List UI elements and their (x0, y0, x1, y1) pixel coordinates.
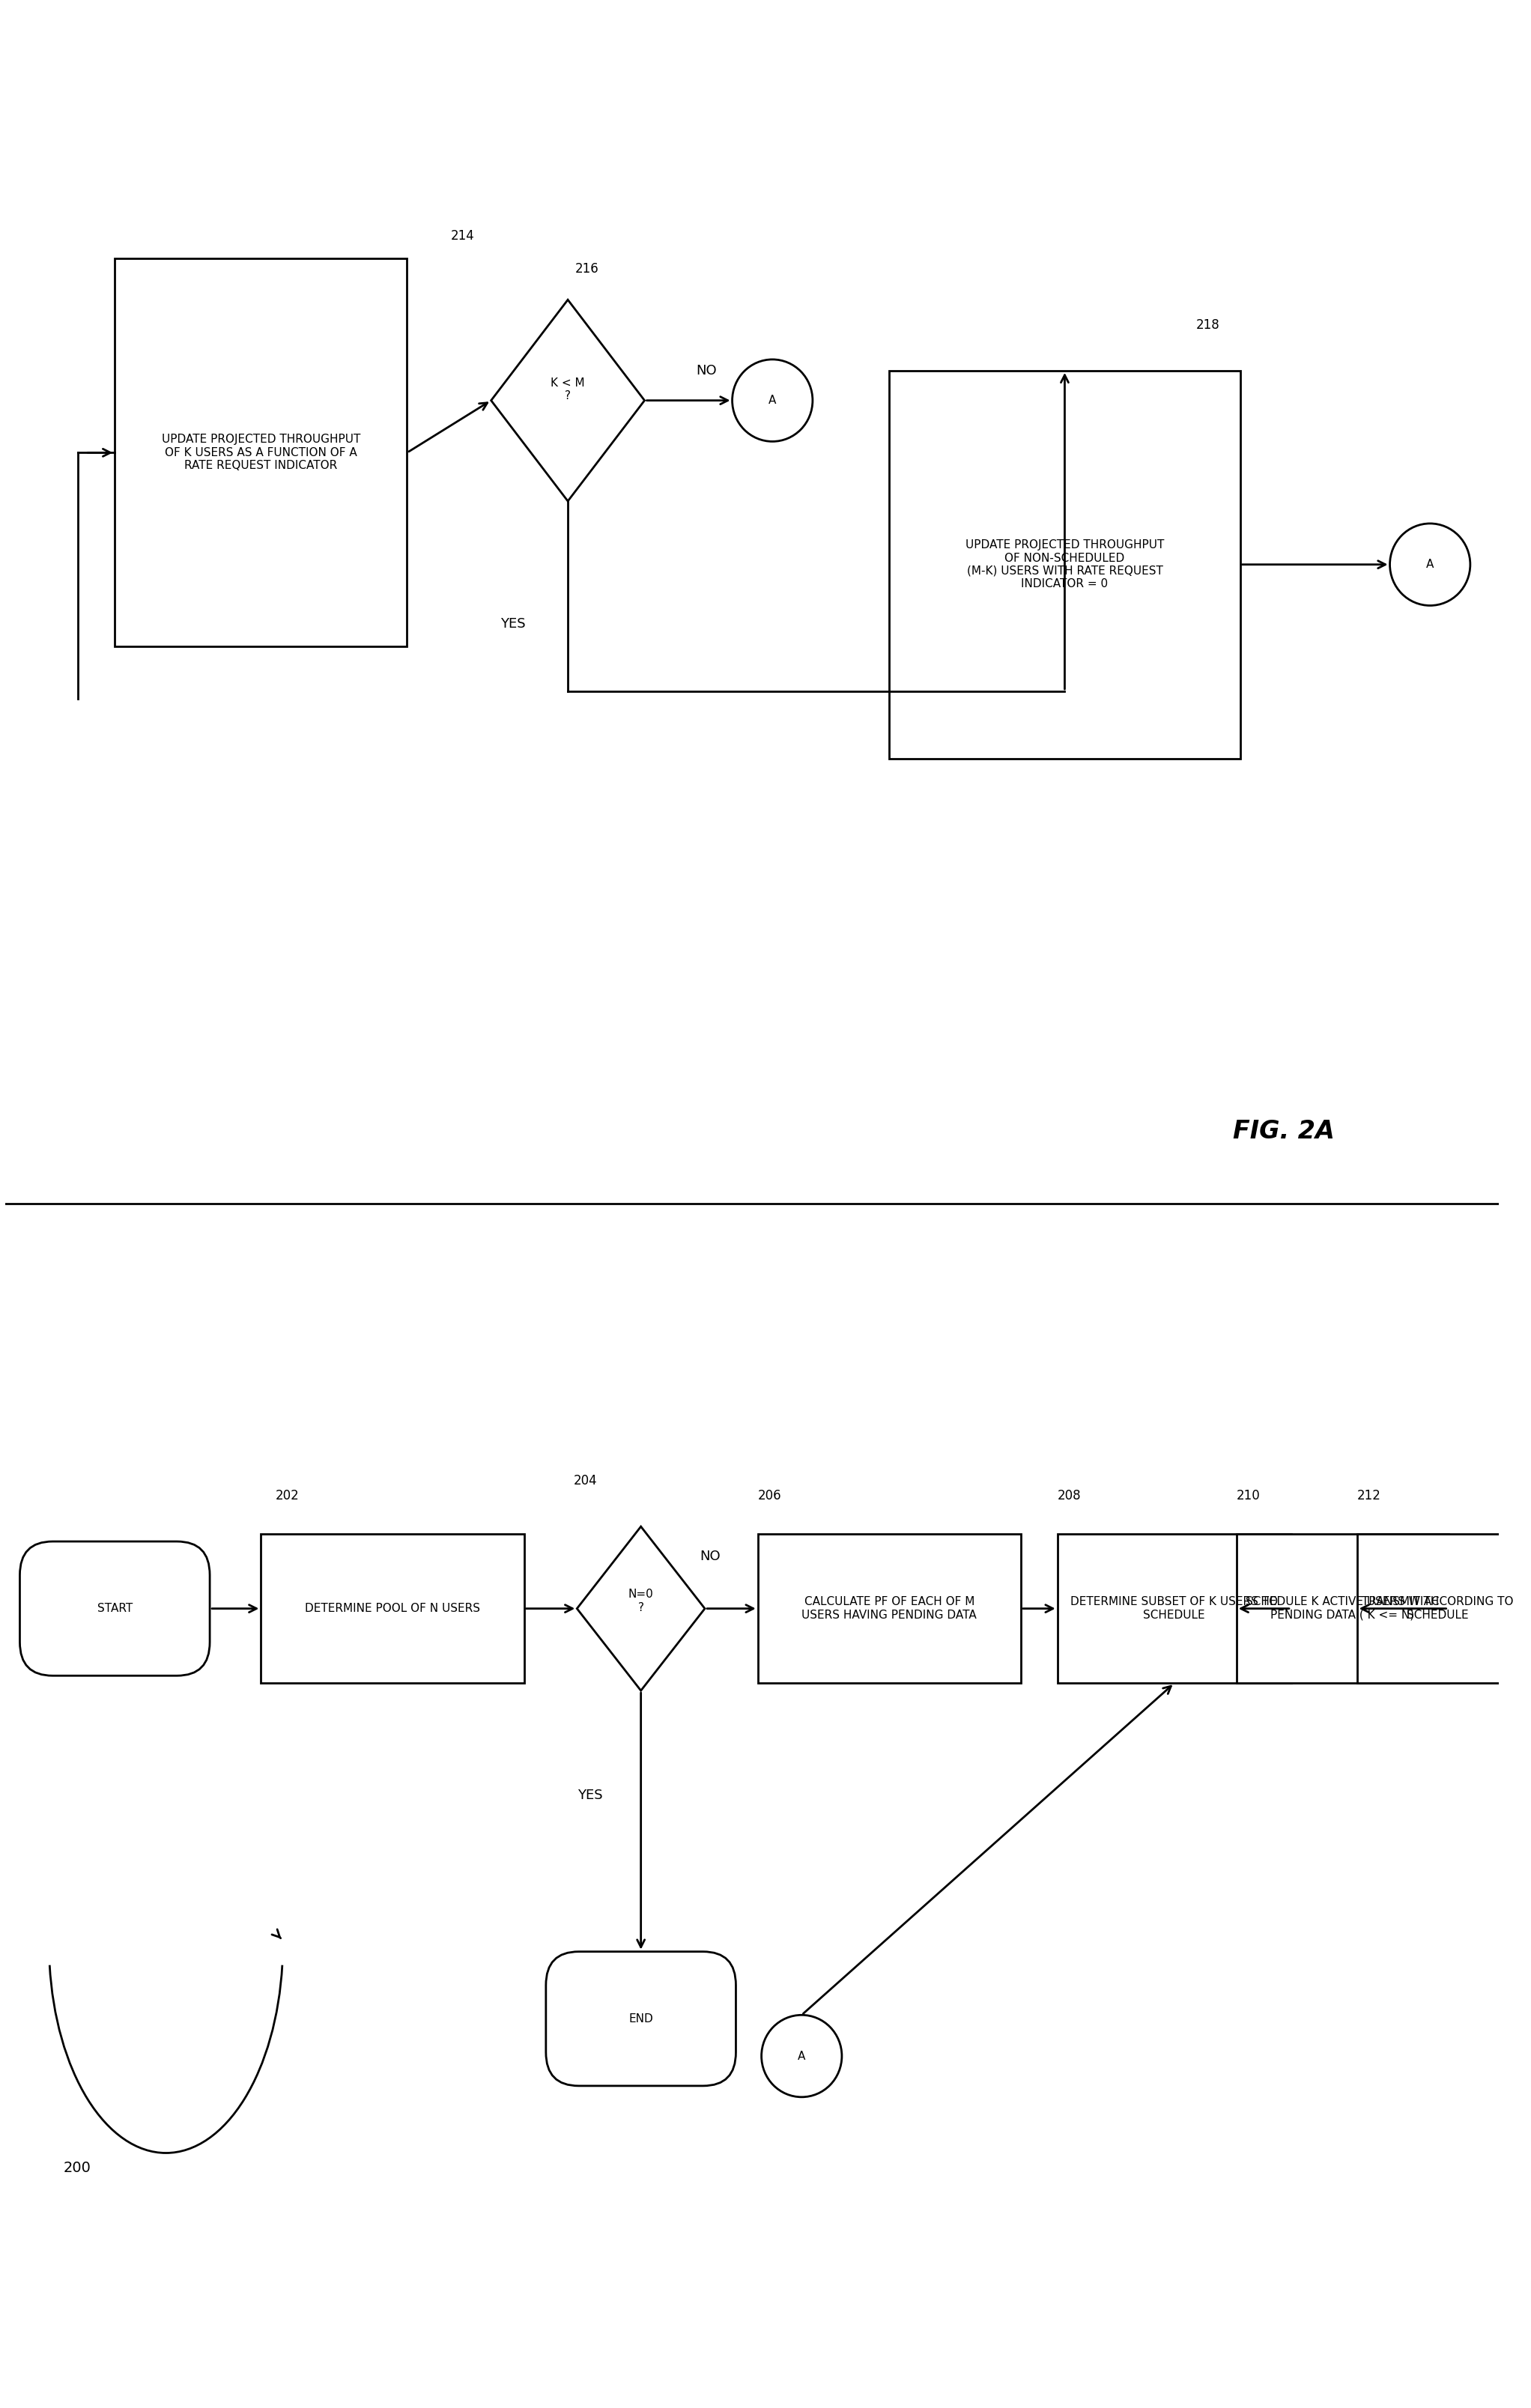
Text: 212: 212 (1356, 1488, 1381, 1503)
Text: FIG. 2A: FIG. 2A (1232, 1120, 1335, 1144)
Bar (1058, 1534, 1291, 1683)
Text: DETERMINE POOL OF N USERS: DETERMINE POOL OF N USERS (305, 1604, 481, 1613)
Text: YES: YES (501, 616, 525, 631)
Text: 202: 202 (276, 1488, 300, 1503)
Text: 214: 214 (452, 229, 475, 243)
Circle shape (732, 359, 813, 441)
Text: 204: 204 (573, 1474, 597, 1488)
Text: 200: 200 (64, 2160, 92, 2174)
Text: A: A (798, 2049, 805, 2061)
Text: SCHEDULE K ACTIVE USERS WITH
PENDING DATA ( K <= N): SCHEDULE K ACTIVE USERS WITH PENDING DAT… (1246, 1597, 1439, 1621)
Text: NO: NO (697, 364, 717, 378)
Bar (890, 371, 1240, 759)
Bar (758, 1534, 1021, 1683)
Text: 208: 208 (1058, 1488, 1081, 1503)
Text: K < M
?: K < M ? (551, 378, 585, 402)
Text: 216: 216 (576, 262, 599, 277)
Text: END: END (629, 2013, 654, 2025)
Bar (1356, 1534, 1517, 1683)
Polygon shape (577, 1527, 704, 1690)
Text: UPDATE PROJECTED THROUGHPUT
OF K USERS AS A FUNCTION OF A
RATE REQUEST INDICATOR: UPDATE PROJECTED THROUGHPUT OF K USERS A… (162, 433, 360, 472)
Text: N=0
?: N=0 ? (628, 1589, 654, 1613)
Text: TRANSMIT ACCORDING TO
SCHEDULE: TRANSMIT ACCORDING TO SCHEDULE (1361, 1597, 1513, 1621)
FancyBboxPatch shape (547, 1950, 736, 2085)
Text: A: A (1427, 559, 1435, 571)
Text: A: A (769, 395, 776, 407)
Text: START: START (96, 1604, 133, 1613)
Bar (115, 258, 407, 648)
Text: UPDATE PROJECTED THROUGHPUT
OF NON-SCHEDULED
(M-K) USERS WITH RATE REQUEST
INDIC: UPDATE PROJECTED THROUGHPUT OF NON-SCHED… (966, 539, 1164, 590)
Text: YES: YES (577, 1789, 602, 1801)
Polygon shape (491, 299, 645, 501)
Text: DETERMINE SUBSET OF K USERS TO
SCHEDULE: DETERMINE SUBSET OF K USERS TO SCHEDULE (1070, 1597, 1278, 1621)
Text: NO: NO (700, 1551, 721, 1563)
Bar (260, 1534, 524, 1683)
Circle shape (1390, 523, 1470, 604)
Circle shape (761, 2015, 842, 2097)
Text: 210: 210 (1237, 1488, 1260, 1503)
FancyBboxPatch shape (20, 1541, 210, 1676)
Text: 218: 218 (1196, 318, 1220, 332)
Text: 206: 206 (758, 1488, 781, 1503)
Text: CALCULATE PF OF EACH OF M
USERS HAVING PENDING DATA: CALCULATE PF OF EACH OF M USERS HAVING P… (802, 1597, 977, 1621)
Bar (1237, 1534, 1448, 1683)
